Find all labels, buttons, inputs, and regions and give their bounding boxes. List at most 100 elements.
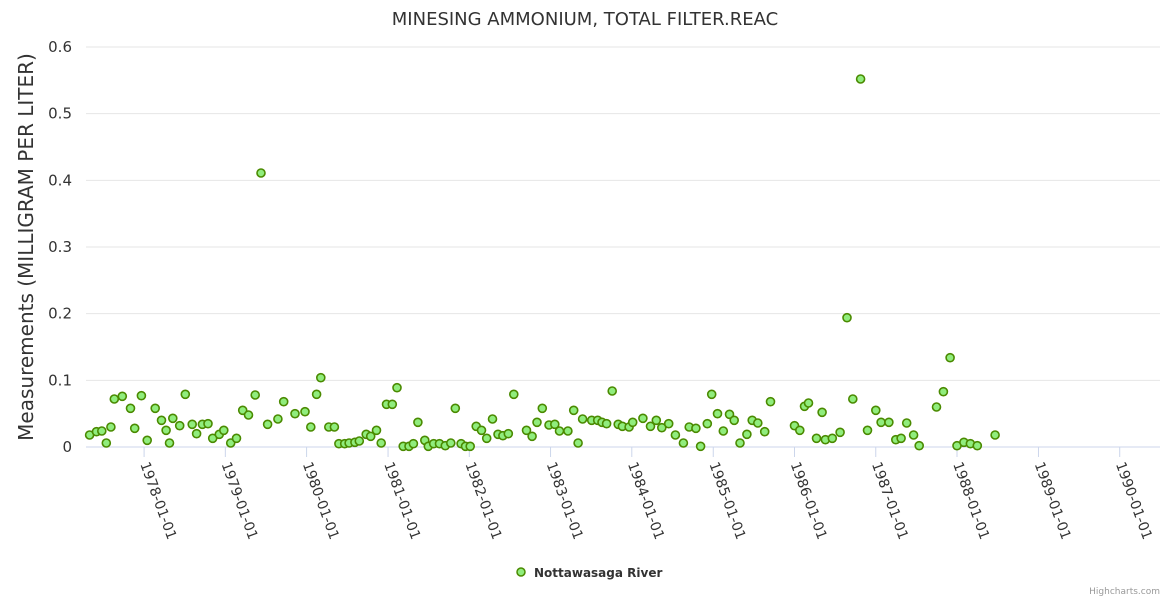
data-point[interactable] (476, 425, 487, 436)
data-point[interactable] (106, 422, 116, 432)
data-point[interactable] (827, 433, 838, 444)
data-point[interactable] (129, 423, 140, 434)
data-point[interactable] (568, 405, 579, 416)
data-point[interactable] (387, 399, 398, 410)
data-point[interactable] (817, 407, 827, 418)
data-point[interactable] (627, 417, 638, 428)
data-point[interactable] (842, 312, 852, 323)
data-point[interactable] (656, 422, 667, 433)
data-point[interactable] (670, 430, 681, 440)
legend[interactable]: Nottawasaga River (516, 566, 662, 580)
data-point[interactable] (884, 417, 894, 428)
data-point[interactable] (691, 423, 701, 434)
data-point[interactable] (945, 352, 955, 363)
data-point[interactable] (855, 74, 866, 84)
data-point[interactable] (503, 428, 514, 439)
data-point[interactable] (573, 438, 583, 448)
data-point[interactable] (290, 408, 300, 419)
legend-marker[interactable] (516, 567, 526, 577)
data-point[interactable] (203, 418, 213, 429)
data-point[interactable] (645, 421, 656, 432)
data-point[interactable] (712, 408, 723, 419)
data-point[interactable] (702, 418, 713, 429)
data-point[interactable] (972, 440, 983, 451)
data-point[interactable] (549, 419, 560, 430)
data-point[interactable] (521, 425, 532, 436)
data-point[interactable] (938, 386, 949, 397)
data-point[interactable] (663, 418, 674, 429)
data-point[interactable] (329, 422, 340, 432)
data-point[interactable] (315, 372, 326, 383)
data-point[interactable] (156, 415, 167, 426)
data-point[interactable] (305, 422, 316, 432)
data-point[interactable] (354, 436, 365, 446)
data-point[interactable] (445, 438, 456, 448)
data-point[interactable] (392, 382, 402, 393)
data-point[interactable] (706, 389, 717, 400)
data-point[interactable] (408, 438, 419, 449)
data-point[interactable] (300, 406, 310, 417)
data-point[interactable] (908, 430, 919, 440)
data-point[interactable] (876, 417, 886, 428)
data-point[interactable] (243, 410, 254, 420)
data-point[interactable] (311, 389, 322, 400)
data-point[interactable] (487, 414, 498, 424)
data-point[interactable] (508, 389, 519, 400)
credits-link[interactable]: Highcharts.com (1089, 587, 1160, 597)
data-point[interactable] (765, 396, 776, 407)
data-point[interactable] (174, 420, 185, 431)
data-point[interactable] (101, 438, 112, 448)
data-point[interactable] (901, 418, 912, 428)
data-point[interactable] (256, 168, 266, 178)
data-point[interactable] (365, 431, 376, 442)
data-point[interactable] (187, 419, 197, 430)
data-point[interactable] (896, 433, 906, 444)
data-point[interactable] (695, 441, 706, 452)
data-point[interactable] (914, 440, 925, 451)
data-point[interactable] (180, 389, 191, 400)
data-point[interactable] (537, 403, 548, 414)
data-point[interactable] (794, 425, 805, 436)
data-point[interactable] (97, 426, 107, 436)
data-point[interactable] (231, 433, 242, 444)
data-point[interactable] (371, 425, 382, 436)
data-point[interactable] (735, 438, 745, 448)
data-point[interactable] (990, 430, 1000, 440)
data-point[interactable] (273, 414, 283, 424)
data-point[interactable] (847, 394, 858, 404)
data-point[interactable] (250, 390, 260, 400)
data-point[interactable] (465, 441, 476, 452)
legend-label[interactable]: Nottawasaga River (534, 566, 662, 580)
data-point[interactable] (532, 417, 542, 428)
data-point[interactable] (191, 428, 202, 439)
data-point[interactable] (563, 426, 573, 436)
data-point[interactable] (651, 415, 662, 426)
data-point[interactable] (142, 435, 152, 446)
data-point[interactable] (577, 414, 588, 424)
data-point[interactable] (125, 403, 136, 414)
data-point[interactable] (136, 390, 147, 401)
data-point[interactable] (931, 402, 942, 412)
data-point[interactable] (638, 413, 648, 424)
data-point[interactable] (413, 417, 423, 428)
data-point[interactable] (150, 403, 160, 414)
data-point[interactable] (376, 438, 387, 448)
data-point[interactable] (450, 403, 461, 414)
data-point[interactable] (117, 391, 128, 402)
data-point[interactable] (161, 425, 171, 436)
data-point[interactable] (168, 413, 178, 424)
data-point[interactable] (803, 398, 814, 408)
data-point[interactable] (527, 431, 537, 442)
data-point[interactable] (729, 415, 740, 426)
data-point[interactable] (607, 386, 618, 396)
data-point[interactable] (678, 438, 689, 448)
data-point[interactable] (862, 425, 873, 436)
data-point[interactable] (870, 405, 881, 416)
data-point[interactable] (759, 426, 770, 437)
data-point[interactable] (718, 426, 729, 436)
data-point[interactable] (811, 433, 822, 444)
data-point[interactable] (554, 426, 565, 436)
data-point[interactable] (278, 396, 289, 407)
series-points[interactable] (84, 74, 1000, 452)
data-point[interactable] (752, 418, 763, 428)
